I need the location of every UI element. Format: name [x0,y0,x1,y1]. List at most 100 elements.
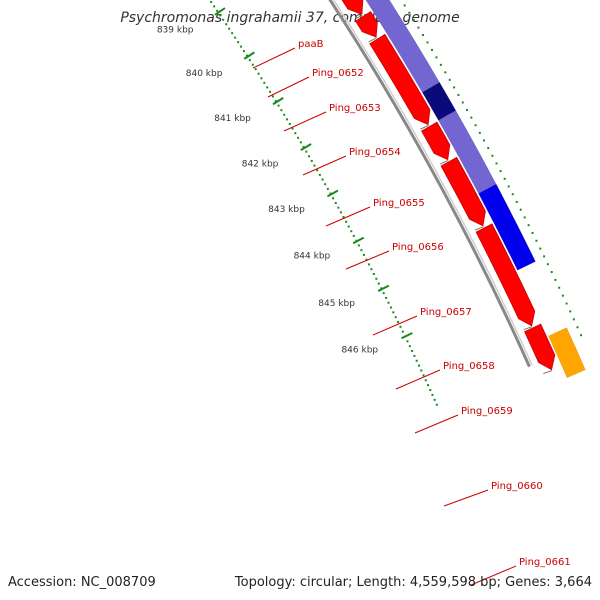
ruler-dot [308,155,311,158]
ruler-label: 839 kbp [157,25,194,35]
gene-label[interactable]: Ping_0652 [312,68,364,79]
ruler-label: 840 kbp [186,69,223,79]
ruler-dot [389,306,392,309]
ruler-dot [350,230,353,233]
cds-arrow-shadow [420,124,429,130]
ruler-dot [260,77,263,80]
ruler-dot [345,220,348,223]
guide-dot [539,247,542,250]
gene-label[interactable]: Ping_0653 [329,103,381,114]
gene-block [548,327,586,379]
ruler-dot [433,398,436,401]
guide-dot [561,294,564,297]
ruler-dot [285,118,288,121]
ruler-dot [219,14,222,17]
ruler-dot [305,150,308,153]
ruler-dot [271,95,274,98]
ruler-label: 844 kbp [294,252,331,262]
ruler-dot [216,9,219,12]
guide-dot [430,48,433,51]
gene-label[interactable]: Ping_0654 [349,147,401,158]
ruler-dot [399,325,402,328]
gene-label[interactable]: Ping_0658 [443,361,495,372]
ruler-label: 845 kbp [318,299,355,309]
ruler-dot [375,277,378,280]
gene-leader-line [443,489,489,507]
guide-dot [439,63,442,66]
ruler-tick [214,7,226,16]
ruler-dot [424,379,427,382]
gene-block [478,183,536,271]
ruler-dot [401,330,404,333]
cds-arrow-shadow [368,37,377,43]
ruler-dot [318,173,321,176]
ruler-dot [234,36,237,39]
ruler-dot [365,258,368,261]
ruler-dot [299,141,302,144]
guide-dot [417,26,420,29]
genome-ring [210,0,586,406]
gene-labels: paaB Ping_0652 Ping_0653 Ping_0654 Ping_0655… [252,39,571,586]
genome-summary: Topology: circular; Length: 4,559,598 bp… [234,575,592,590]
guide-dot [519,208,522,211]
gene-label[interactable]: Ping_0657 [420,307,472,318]
ruler-dot [387,301,390,304]
ruler-label: 846 kbp [341,346,378,356]
gene-leader-line [372,315,418,336]
ruler-dot [316,169,319,172]
gene-label[interactable]: Ping_0660 [491,481,543,492]
ruler-dot [274,100,277,103]
ruler-label: 842 kbp [242,159,279,169]
ruler-dot [251,63,254,66]
guide-dot [457,93,460,96]
cds-arrow-shadow [474,226,484,231]
gene-leader-line [414,414,459,434]
gene-leader-line [302,155,347,176]
ruler-dot [321,178,324,181]
cds-arrow [341,0,364,15]
ruler-dot [213,5,216,8]
gene-label[interactable]: Ping_0659 [461,406,513,417]
ruler-dot [337,206,340,209]
ruler-dot [367,263,370,266]
gene-label[interactable]: Ping_0656 [392,242,444,253]
ruler-dot [415,359,418,362]
guide-dot [461,101,464,104]
ruler-dot [222,18,225,21]
ruler-tick [300,143,312,152]
ruler-dot [240,45,243,48]
guide-dot [580,334,583,337]
guide-dot [466,109,469,112]
ruler-dot [362,253,365,256]
guide-dot [554,278,557,281]
ruler-dot [254,68,257,71]
ruler-dot [380,287,383,290]
gene-leader-line [267,76,310,98]
cds-arrow [355,11,378,38]
gene-leader-line [283,111,327,132]
guide-dot [499,170,502,173]
ruler-dot [243,50,246,53]
ruler-tick [377,284,390,292]
gene-label[interactable]: Ping_0655 [373,198,425,209]
ruler-dot [370,268,373,271]
guide-dot [412,19,415,22]
ruler-dot [248,59,251,62]
ruler-dot [357,244,360,247]
ruler-dot [435,403,438,406]
ruler-dot [334,201,337,204]
cds-arrow [369,33,431,126]
ruler-dot [347,225,350,228]
gene-label[interactable]: Ping_0661 [519,557,571,568]
guide-dot [487,147,490,150]
guide-dot [483,139,486,142]
guide-dot [523,216,526,219]
ruler-dot [263,81,266,84]
guide-dot [408,11,411,14]
gene-leader-line [470,565,517,586]
ruler-dot [231,32,234,35]
ruler-tick [243,51,255,60]
gene-label[interactable]: paaB [298,39,324,50]
guide-dot [515,200,518,203]
